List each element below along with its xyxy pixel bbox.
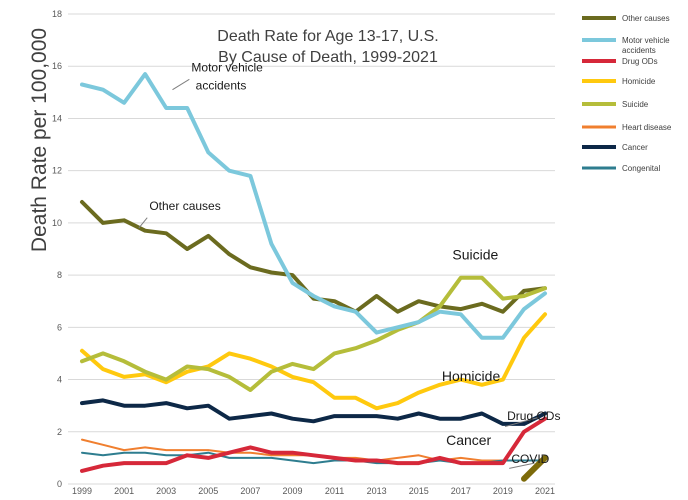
y-tick-label: 18	[52, 9, 62, 19]
series-line-drug-ods	[80, 416, 547, 473]
series-line-other-causes	[80, 200, 547, 314]
y-tick-labels: 0 2 4 6 8 10 12 14 16 18	[52, 9, 62, 489]
gridlines	[68, 13, 555, 485]
x-tick-label: 2009	[282, 486, 302, 496]
annotation-leader	[509, 462, 535, 469]
legend-label: accidents	[622, 46, 656, 55]
annotation-label: Drug ODs	[507, 409, 560, 423]
y-tick-label: 16	[52, 61, 62, 71]
x-tick-label: 2013	[367, 486, 387, 496]
x-tick-label: 2005	[198, 486, 218, 496]
annotation-label: Motor vehicle	[191, 60, 263, 74]
legend-label: Homicide	[622, 77, 656, 86]
x-tick-label: 2003	[156, 486, 176, 496]
annotation-label: Cancer	[446, 432, 491, 448]
legend-label: Heart disease	[622, 123, 672, 132]
legend-label: Cancer	[622, 143, 648, 152]
annotation-leader	[172, 78, 190, 91]
legend-label: Suicide	[622, 100, 649, 109]
y-tick-label: 12	[52, 166, 62, 176]
x-tick-label: 2001	[114, 486, 134, 496]
series-line-cancer	[80, 398, 547, 426]
series-line-motor-vehicle-accidents	[80, 72, 547, 340]
x-tick-label: 2021	[535, 486, 555, 496]
y-tick-label: 14	[52, 113, 62, 123]
x-tick-label: 2017	[451, 486, 471, 496]
legend-label: Motor vehicle	[622, 36, 670, 45]
annotation-label: Suicide	[452, 246, 498, 262]
y-tick-label: 2	[57, 427, 62, 437]
chart-title-line-2: By Cause of Death, 1999-2021	[218, 49, 438, 66]
y-axis-label: Death Rate per 100,000	[28, 28, 51, 252]
x-tick-label: 1999	[72, 486, 92, 496]
x-tick-label: 2019	[493, 486, 513, 496]
legend-label: Other causes	[622, 14, 670, 23]
y-tick-label: 4	[57, 375, 62, 385]
legend-label: Congenital	[622, 164, 660, 173]
series-line-suicide	[80, 275, 547, 392]
y-tick-label: 10	[52, 218, 62, 228]
annotation-leader	[504, 416, 539, 428]
annotation-label: COVID	[511, 452, 549, 466]
series-line-homicide	[80, 312, 547, 411]
y-tick-label: 6	[57, 322, 62, 332]
chart-title-line-1: Death Rate for Age 13-17, U.S.	[217, 28, 438, 45]
annotation-leader	[138, 217, 148, 229]
y-tick-label: 0	[57, 479, 62, 489]
annotation-label: Homicide	[442, 368, 501, 384]
series-lines	[80, 72, 548, 482]
y-tick-label: 8	[57, 270, 62, 280]
series-line-covid	[521, 454, 548, 482]
x-tick-label: 2007	[240, 486, 260, 496]
x-tick-label: 2015	[409, 486, 429, 496]
x-tick-label: 2011	[325, 486, 344, 496]
x-tick-labels: 1999 2001 2003 2005 2007 2009 2011 2013 2015 2017…	[72, 486, 555, 496]
annotation-label: Other causes	[149, 199, 220, 213]
legend-label: Drug ODs	[622, 57, 658, 66]
annotation-label: accidents	[196, 79, 247, 93]
annotations: Motor vehicle accidents Other causes Suicid…	[138, 60, 560, 469]
